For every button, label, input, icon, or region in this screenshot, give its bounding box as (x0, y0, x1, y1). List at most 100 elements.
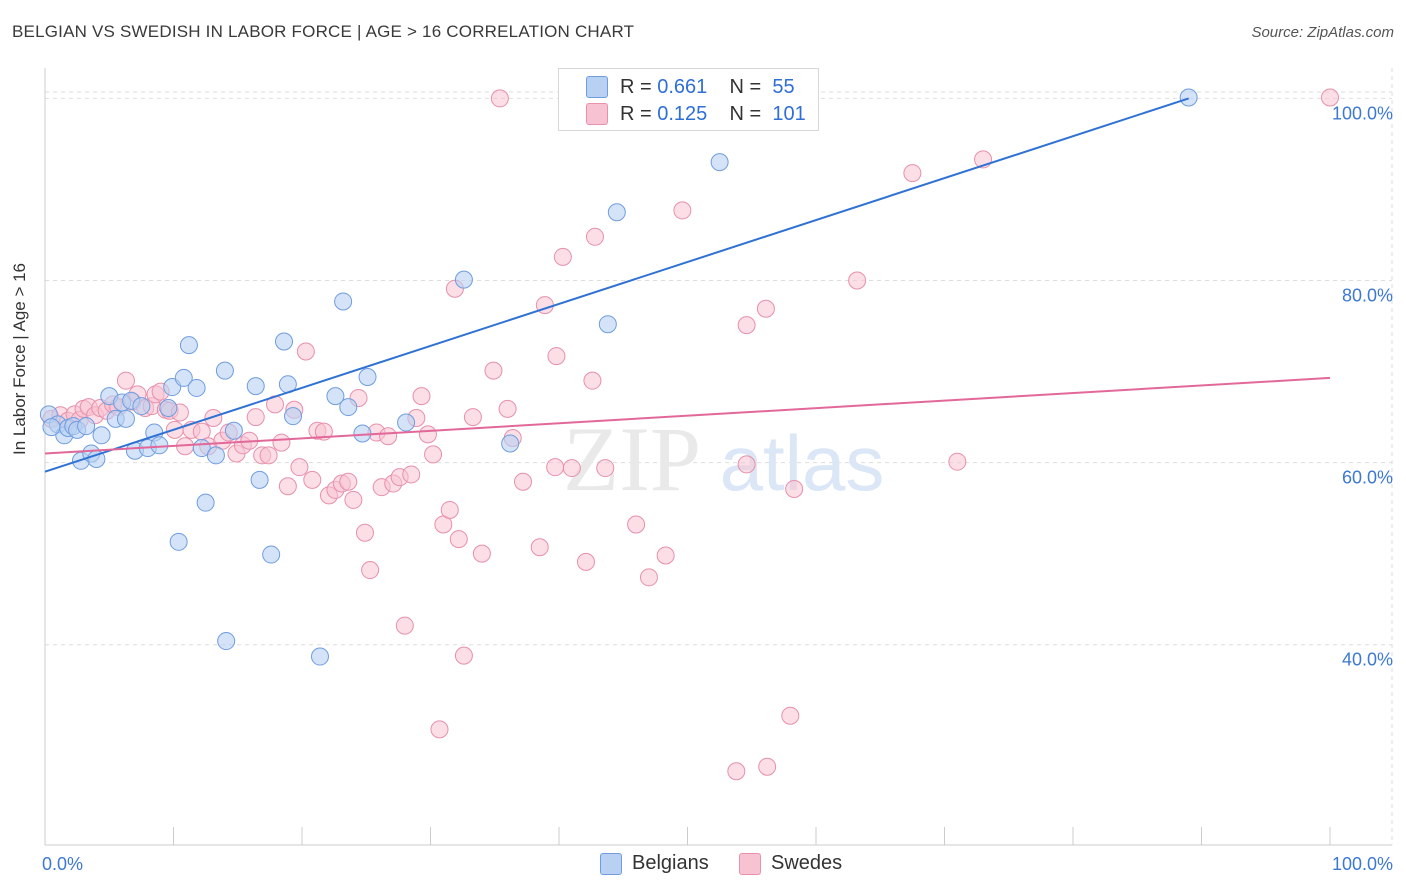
belgians-point (275, 332, 294, 351)
swedes-point (673, 201, 692, 220)
belgians-point (196, 493, 215, 512)
watermark: ZIP atlas (563, 408, 884, 510)
swedes-legend-label: Swedes (771, 852, 843, 874)
y-axis-label: In Labor Force | Age > 16 (10, 262, 29, 455)
belgians-n-value: 55 (772, 75, 795, 98)
belgians-point (150, 436, 169, 455)
belgians-point (353, 424, 372, 443)
belgians-point (132, 397, 151, 416)
swedes-point (259, 446, 278, 465)
swedes-point (737, 455, 756, 474)
swedes-point (395, 616, 414, 635)
belgians-point (284, 407, 303, 426)
y-tick-label: 100.0% (1332, 103, 1393, 123)
bottom-legend-swedes: Swedes (739, 852, 842, 875)
swedes-point (296, 342, 315, 361)
belgians-point (339, 398, 358, 417)
belgians-r-value: 0.661 (657, 75, 708, 98)
belgians-point (116, 409, 135, 428)
swedes-point (737, 316, 756, 335)
swedes-n-label: N = (729, 102, 762, 125)
chart-title: BELGIAN VS SWEDISH IN LABOR FORCE | AGE … (12, 22, 635, 41)
swedes-point (547, 347, 566, 366)
swedes-point (430, 720, 449, 739)
swedes-point (303, 470, 322, 489)
swedes-point (490, 89, 509, 108)
x-tick-label: 0.0% (42, 854, 83, 874)
belgians-point (310, 647, 329, 666)
correlation-legend: R = 0.661 N = 55 R = 0.125 N = 101 (558, 68, 819, 131)
belgians-point (710, 153, 729, 172)
legend-row-belgians: R = 0.661 N = 55 (586, 75, 795, 99)
swedes-point (948, 452, 967, 471)
swedes-legend-swatch (739, 852, 761, 875)
belgians-point (358, 368, 377, 387)
belgians-trendline (44, 97, 1189, 473)
swedes-point (758, 757, 777, 776)
belgians-point (246, 377, 265, 396)
swedes-point (848, 271, 867, 290)
swedes-point (379, 427, 398, 446)
belgians-point (607, 203, 626, 222)
belgians-point (262, 545, 281, 564)
belgians-point (326, 387, 345, 406)
belgians-point (159, 398, 178, 417)
swedes-point (781, 706, 800, 725)
swedes-n-value: 101 (772, 102, 806, 125)
swedes-point (246, 408, 265, 427)
belgians-point (598, 315, 617, 334)
swedes-point (498, 399, 517, 418)
belgians-point (224, 421, 243, 440)
swedes-point (785, 480, 804, 499)
x-tick-label: 100.0% (1332, 854, 1393, 874)
swedes-point (116, 371, 135, 390)
belgians-point (206, 446, 225, 465)
watermark-zip: ZIP (563, 408, 701, 510)
swedes-point (344, 490, 363, 509)
swedes-point (290, 458, 309, 477)
swedes-point (454, 646, 473, 665)
swedes-point (402, 465, 421, 484)
trendlines (44, 97, 1331, 473)
swedes-r-label: R = (620, 102, 652, 125)
swedes-point (361, 561, 380, 580)
belgians-point (92, 426, 111, 445)
swedes-point (553, 247, 572, 266)
belgians-point (397, 413, 416, 432)
belgians-n-label: N = (729, 75, 762, 98)
swedes-point (484, 361, 503, 380)
swedes-point (278, 477, 297, 496)
belgians-point (454, 270, 473, 289)
bottom-legend-belgians: Belgians (600, 852, 709, 875)
swedes-point (903, 164, 922, 183)
swedes-point (627, 515, 646, 534)
tick-labels: 40.0% 60.0% 80.0% 100.0% 0.0% 100.0% (42, 103, 1393, 874)
y-tick-label: 60.0% (1342, 468, 1393, 488)
gridlines (45, 68, 1393, 845)
belgians-point (1179, 88, 1198, 107)
swedes-point (472, 544, 491, 563)
belgians-r-label: R = (620, 75, 652, 98)
swedes-point (1321, 88, 1339, 107)
belgians-swatch (586, 76, 608, 98)
belgians-point (169, 532, 188, 551)
swedes-point (639, 568, 658, 587)
belgians-point (42, 418, 61, 437)
belgians-point (174, 368, 193, 387)
swedes-point (756, 299, 775, 318)
belgians-point (334, 292, 353, 311)
swedes-r-value: 0.125 (657, 102, 708, 125)
belgians-point (501, 434, 520, 453)
swedes-point (440, 500, 459, 519)
swedes-trendline (44, 376, 1331, 455)
swedes-point (562, 459, 581, 478)
swedes-point (530, 538, 549, 557)
belgians-point (250, 470, 269, 489)
swedes-point (272, 433, 291, 452)
y-tick-label: 80.0% (1342, 286, 1393, 306)
swedes-point (424, 445, 443, 464)
swedes-point (412, 387, 431, 406)
swedes-point (583, 371, 602, 390)
swedes-point (449, 530, 468, 549)
swedes-point (418, 425, 437, 444)
